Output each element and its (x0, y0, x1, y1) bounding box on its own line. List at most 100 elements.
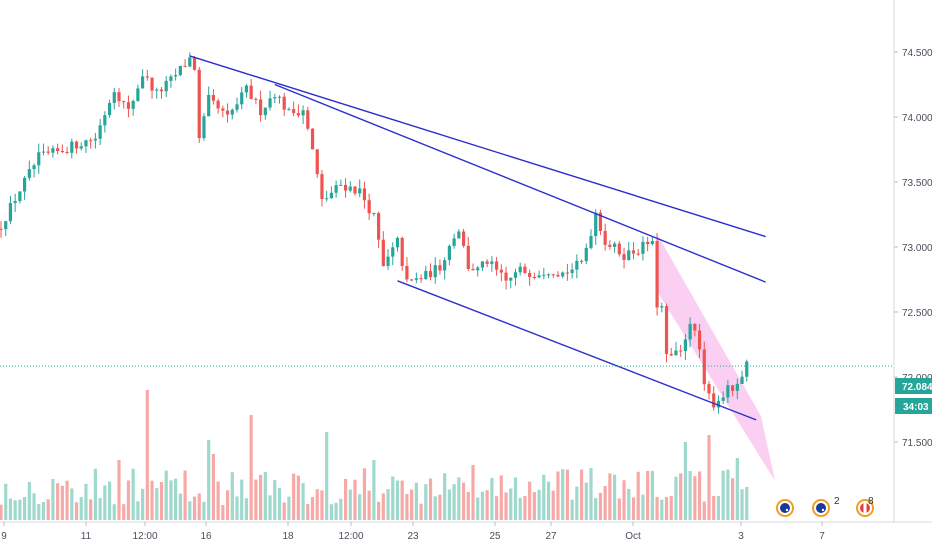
volume-bar (107, 481, 112, 520)
candle-body (617, 243, 621, 255)
volume-bar (325, 432, 329, 520)
volume-bar (716, 495, 721, 520)
candle-body (23, 177, 27, 192)
volume-bar (377, 501, 381, 520)
candle-body (145, 76, 149, 78)
candle-body (249, 85, 253, 99)
candle-body (452, 238, 456, 246)
candle-body (509, 277, 513, 281)
candle-body (683, 339, 687, 352)
volume-bar (164, 470, 168, 520)
candle-body (405, 265, 409, 280)
volume-bar (608, 473, 612, 520)
volume-bar (428, 478, 433, 520)
candle-body (641, 241, 645, 254)
volume-bar (513, 477, 518, 520)
volume-bar (225, 490, 230, 520)
volume-bar (579, 469, 584, 520)
candle-body (532, 277, 536, 279)
event-marker-1[interactable] (776, 499, 794, 517)
volume-bar (565, 469, 569, 520)
candle-body (372, 213, 376, 215)
candle-body (254, 98, 258, 100)
event-marker-2[interactable]: 2 (812, 496, 840, 517)
volume-bar (353, 479, 357, 520)
bar-countdown: 34:03 (895, 398, 932, 414)
trendline-layer[interactable] (189, 55, 766, 421)
time-tick-label: 18 (282, 531, 294, 542)
candle-body (693, 323, 697, 331)
volume-bar (277, 488, 282, 520)
volume-bar (348, 489, 352, 520)
candle-body (89, 140, 93, 142)
volume-bar (117, 460, 121, 520)
volume-bar (674, 476, 678, 520)
au-flag-icon (816, 503, 826, 513)
volume-bar (259, 474, 263, 520)
candle-body (476, 267, 480, 271)
volume-bar (70, 488, 74, 520)
volume-bar (112, 504, 116, 520)
candle-body (358, 188, 362, 194)
candle-body (707, 384, 711, 394)
candle-body (433, 265, 437, 278)
volume-bar (235, 496, 239, 520)
volume-bar (74, 502, 79, 520)
volume-layer (0, 390, 749, 520)
au-flag-icon (780, 503, 790, 513)
volume-bar (480, 491, 485, 520)
candle-body (225, 110, 230, 115)
trendline[interactable] (397, 280, 757, 421)
volume-bar (122, 504, 126, 520)
volume-bar (395, 480, 400, 520)
candle-body (485, 261, 489, 264)
candle-body (37, 152, 41, 166)
volume-bar (683, 442, 687, 520)
trendline[interactable] (274, 83, 766, 283)
flag-stripe (863, 503, 867, 513)
candle-body (716, 400, 721, 408)
candle-body (325, 198, 329, 200)
time-axis-ticks: 9 11 12:00 16 18 12:00 23 25 27 Oct 3 7 (1, 522, 825, 542)
candle-body (188, 57, 192, 67)
candle-body (428, 270, 433, 278)
event-marker-3[interactable]: 8 (856, 496, 874, 517)
candle-body (740, 376, 744, 384)
candle-body (240, 92, 244, 105)
candle-body (310, 128, 315, 150)
volume-bar (103, 485, 107, 520)
volume-bar (334, 502, 338, 520)
volume-bar (523, 495, 527, 520)
time-axis-bg[interactable] (0, 522, 932, 550)
candle-body (542, 274, 546, 276)
candle-body (18, 191, 22, 201)
price-tick-label: 74.000 (902, 113, 932, 124)
volume-bar (664, 497, 669, 520)
volume-bar (594, 498, 598, 520)
volume-bar (188, 501, 192, 520)
volume-bar (518, 497, 522, 520)
candle-body (504, 272, 508, 281)
volume-bar (183, 470, 187, 520)
volume-bar (447, 489, 451, 520)
volume-bar (32, 493, 36, 520)
trendline[interactable] (189, 55, 766, 238)
candle-body (551, 274, 555, 276)
volume-bar (221, 505, 225, 520)
candle-body (32, 165, 36, 170)
candle-body (197, 69, 201, 139)
candle-body (443, 260, 447, 271)
price-axis-bg[interactable] (894, 0, 932, 522)
volume-bar (211, 454, 215, 520)
candle-body (650, 241, 654, 245)
volume-bar (169, 480, 173, 520)
candle-body (174, 75, 178, 77)
volume-bar (561, 469, 565, 520)
candle-body (438, 265, 442, 271)
volume-bar (282, 502, 286, 520)
volume-bar (320, 490, 324, 520)
candle-body (306, 110, 310, 129)
candle-body (93, 138, 97, 141)
